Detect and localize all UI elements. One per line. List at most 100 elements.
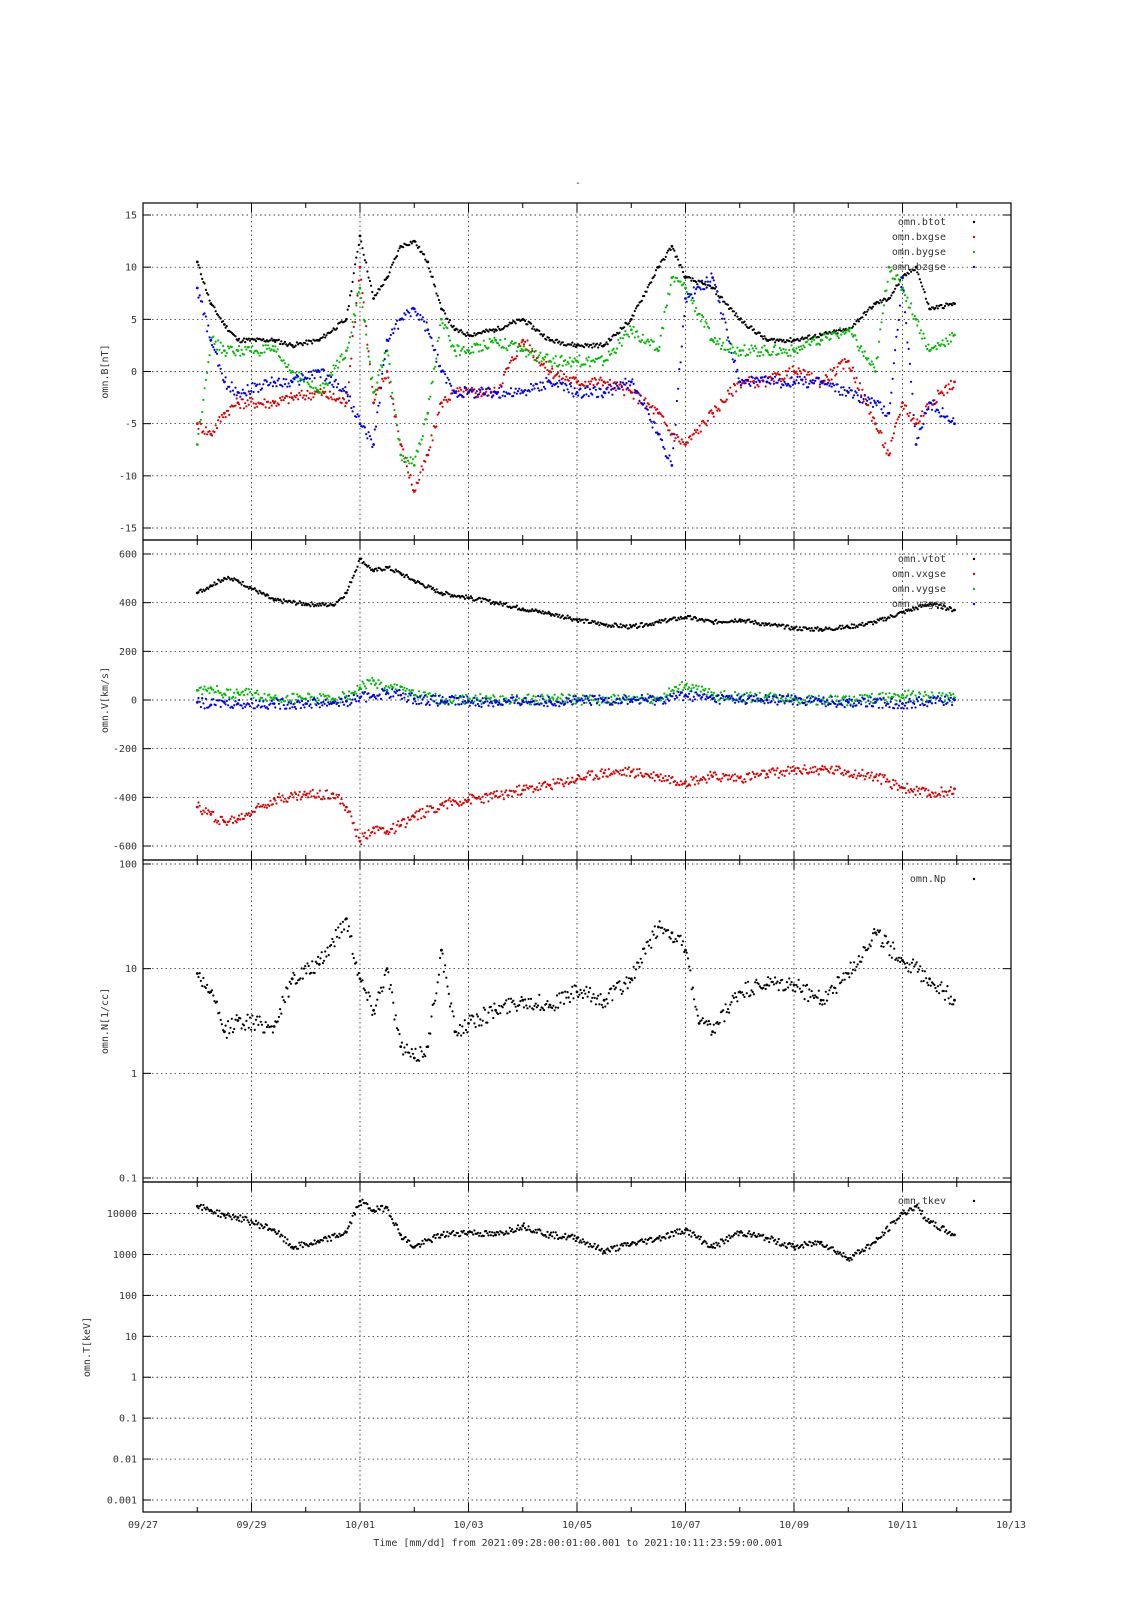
scatter-dot <box>336 701 339 704</box>
legend-label: omn.bygse <box>892 247 946 258</box>
scatter-dot <box>485 390 488 393</box>
scatter-dot <box>322 369 326 372</box>
scatter-dot <box>619 381 622 384</box>
scatter-dot <box>643 294 646 298</box>
scatter-dot <box>279 796 282 799</box>
scatter-dot <box>778 377 781 380</box>
scatter-dot <box>634 775 638 778</box>
scatter-dot <box>700 314 704 317</box>
scatter-dot <box>224 821 227 824</box>
scatter-dot <box>696 283 699 286</box>
scatter-dot <box>558 375 561 378</box>
scatter-dot <box>306 389 309 392</box>
scatter-dot <box>875 427 878 431</box>
data-point <box>765 772 769 776</box>
scatter-dot <box>197 432 200 435</box>
scatter-dot <box>430 336 433 340</box>
data-point <box>670 244 674 248</box>
scatter-dot <box>653 406 656 409</box>
scatter-dot <box>658 265 661 268</box>
series-omn-btot <box>195 234 956 349</box>
scatter-dot <box>442 398 445 401</box>
scatter-dot <box>876 779 879 782</box>
scatter-dot <box>856 345 859 348</box>
scatter-dot <box>778 346 781 350</box>
scatter-dot <box>574 702 577 705</box>
scatter-dot <box>239 693 242 696</box>
scatter-dot <box>703 325 706 328</box>
scatter-dot <box>898 304 902 307</box>
scatter-dot <box>324 390 327 393</box>
scatter-dot <box>241 398 244 401</box>
scatter-dot <box>300 389 303 392</box>
data-point <box>711 411 714 415</box>
scatter-dot <box>310 706 313 709</box>
scatter-dot <box>361 306 364 309</box>
scatter-dot <box>421 583 424 586</box>
data-point <box>792 380 796 384</box>
scatter-dot <box>744 621 747 624</box>
scatter-dot <box>531 697 534 701</box>
scatter-dot <box>584 363 587 366</box>
scatter-dot <box>460 388 463 391</box>
data-point <box>272 702 276 705</box>
scatter-dot <box>897 784 901 787</box>
scatter-dot <box>342 596 346 599</box>
scatter-dot <box>532 384 535 387</box>
scatter-dot <box>606 359 609 362</box>
scatter-dot <box>942 394 945 397</box>
scatter-dot <box>244 814 247 817</box>
scatter-dot <box>771 350 774 353</box>
scatter-dot <box>229 688 232 691</box>
scatter-dot <box>256 350 259 353</box>
scatter-dot <box>637 335 640 338</box>
scatter-dot <box>577 380 580 383</box>
scatter-dot <box>690 438 693 441</box>
scatter-dot <box>340 390 343 393</box>
scatter-dot <box>779 380 783 383</box>
scatter-dot <box>828 384 831 387</box>
scatter-dot <box>340 353 343 356</box>
scatter-dot <box>618 626 621 629</box>
scatter-dot <box>649 344 652 347</box>
scatter-dot <box>794 382 797 385</box>
scatter-dot <box>318 706 321 709</box>
scatter-dot <box>881 616 884 620</box>
scatter-dot <box>532 325 535 328</box>
scatter-dot <box>201 410 204 414</box>
scatter-dot <box>557 615 560 618</box>
scatter-dot <box>789 766 792 769</box>
data-point <box>953 333 956 337</box>
scatter-dot <box>866 399 869 402</box>
scatter-dot <box>376 411 379 414</box>
scatter-dot <box>586 343 589 346</box>
scatter-dot <box>706 280 710 283</box>
scatter-dot <box>460 349 463 352</box>
scatter-dot <box>292 703 295 706</box>
scatter-dot <box>382 380 385 383</box>
scatter-dot <box>585 694 588 698</box>
scatter-dot <box>604 392 607 395</box>
scatter-dot <box>287 797 290 800</box>
scatter-dot <box>529 382 533 386</box>
scatter-dot <box>346 698 349 701</box>
scatter-dot <box>231 695 235 699</box>
scatter-dot <box>629 384 632 387</box>
scatter-dot <box>545 376 548 380</box>
scatter-dot <box>469 351 472 354</box>
scatter-dot <box>366 347 369 350</box>
scatter-dot <box>535 383 539 386</box>
scatter-dot <box>764 776 767 780</box>
scatter-dot <box>752 328 756 331</box>
scatter-dot <box>716 290 719 293</box>
scatter-dot <box>863 311 866 314</box>
scatter-dot <box>756 354 759 358</box>
scatter-dot <box>357 560 360 563</box>
scatter-dot <box>354 698 357 701</box>
scatter-dot <box>264 698 267 701</box>
scatter-dot <box>225 387 228 390</box>
scatter-dot <box>247 703 250 706</box>
scatter-dot <box>625 774 628 777</box>
scatter-dot <box>868 694 871 697</box>
scatter-dot <box>840 360 843 363</box>
